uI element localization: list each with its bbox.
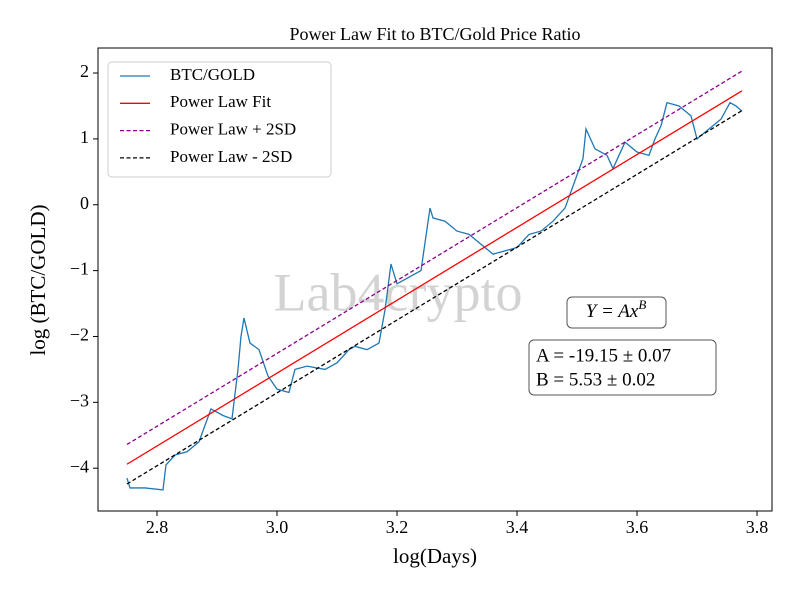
y-tick-label: −2 bbox=[70, 325, 89, 345]
chart-title: Power Law Fit to BTC/Gold Price Ratio bbox=[290, 24, 581, 44]
plot-frame bbox=[97, 47, 773, 512]
y-tick-label: 2 bbox=[80, 61, 89, 81]
x-tick-label: 3.2 bbox=[386, 517, 409, 537]
series-line bbox=[126, 110, 743, 485]
series-line bbox=[126, 90, 743, 465]
legend-label: Power Law + 2SD bbox=[170, 120, 296, 139]
x-tick-label: 3.0 bbox=[266, 517, 289, 537]
y-tick-label: −3 bbox=[70, 390, 89, 410]
annotation-box bbox=[566, 296, 667, 329]
series-line bbox=[126, 70, 743, 446]
legend-label: BTC/GOLD bbox=[170, 65, 255, 84]
annotation-fit-a: A = -19.15 ± 0.07 bbox=[536, 345, 671, 366]
watermark: Lab4crypto bbox=[274, 262, 523, 322]
formula-base: Y = Ax bbox=[586, 301, 639, 322]
y-tick-label: −1 bbox=[70, 259, 89, 279]
y-tick-label: 0 bbox=[80, 193, 89, 213]
annotation-formula: Y = AxB bbox=[586, 297, 647, 322]
series-line bbox=[126, 101, 743, 491]
legend-box bbox=[107, 61, 332, 178]
x-axis-label: log(Days) bbox=[393, 544, 477, 568]
formula-exponent: B bbox=[638, 297, 646, 312]
y-tick-label: 1 bbox=[80, 127, 89, 147]
x-tick-label: 3.8 bbox=[746, 517, 769, 537]
y-axis-label: log (BTC/GOLD) bbox=[26, 204, 50, 355]
legend-label: Power Law - 2SD bbox=[170, 147, 292, 166]
x-tick-label: 3.4 bbox=[506, 517, 529, 537]
x-tick-label: 3.6 bbox=[626, 517, 649, 537]
x-tick-label: 2.8 bbox=[146, 517, 169, 537]
annotation-box bbox=[528, 339, 717, 396]
y-tick-label: −4 bbox=[70, 456, 89, 476]
legend-label: Power Law Fit bbox=[170, 92, 271, 111]
annotation-fit-b: B = 5.53 ± 0.02 bbox=[536, 369, 655, 390]
